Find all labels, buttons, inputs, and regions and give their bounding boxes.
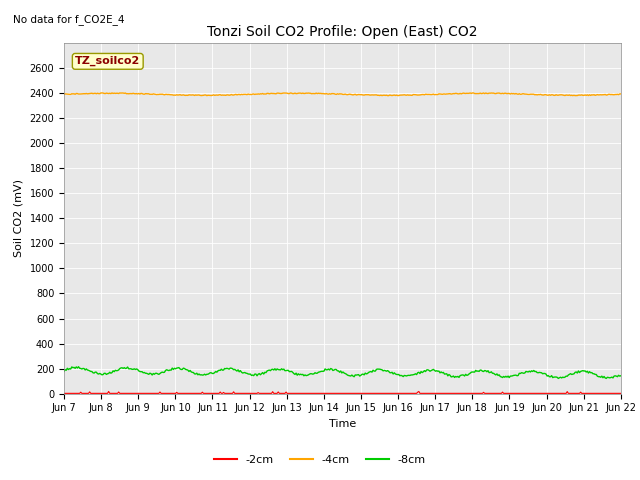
-8cm (554, 375, 562, 381)
Line: -4cm: -4cm (64, 93, 621, 96)
Legend: -2cm, -4cm, -8cm: -2cm, -4cm, -8cm (210, 451, 430, 469)
-2cm (105, 389, 113, 395)
-8cm (75, 364, 83, 370)
Text: TZ_soilco2: TZ_soilco2 (75, 56, 140, 67)
Line: -2cm: -2cm (64, 392, 621, 393)
-2cm (518, 390, 525, 396)
-2cm (617, 390, 625, 396)
-4cm (606, 92, 614, 97)
-8cm (393, 372, 401, 377)
-4cm (98, 90, 106, 96)
-4cm (393, 92, 401, 98)
-8cm (362, 371, 370, 377)
Line: -8cm: -8cm (64, 367, 621, 378)
-8cm (329, 368, 337, 373)
Y-axis label: Soil CO2 (mV): Soil CO2 (mV) (14, 180, 24, 257)
-2cm (393, 390, 401, 396)
-4cm (617, 91, 625, 97)
-2cm (326, 390, 333, 396)
X-axis label: Time: Time (329, 419, 356, 429)
-8cm (60, 369, 68, 374)
-8cm (617, 373, 625, 379)
-4cm (362, 92, 370, 97)
-4cm (518, 91, 525, 97)
-4cm (60, 92, 68, 97)
-8cm (326, 367, 333, 373)
-4cm (326, 91, 333, 96)
-8cm (518, 370, 525, 375)
-8cm (606, 375, 614, 381)
-2cm (329, 390, 337, 396)
Title: Tonzi Soil CO2 Profile: Open (East) CO2: Tonzi Soil CO2 Profile: Open (East) CO2 (207, 25, 477, 39)
-4cm (329, 91, 337, 96)
-2cm (605, 390, 612, 396)
-2cm (362, 390, 370, 396)
-4cm (569, 93, 577, 98)
Text: No data for f_CO2E_4: No data for f_CO2E_4 (13, 14, 124, 25)
-2cm (60, 390, 68, 396)
